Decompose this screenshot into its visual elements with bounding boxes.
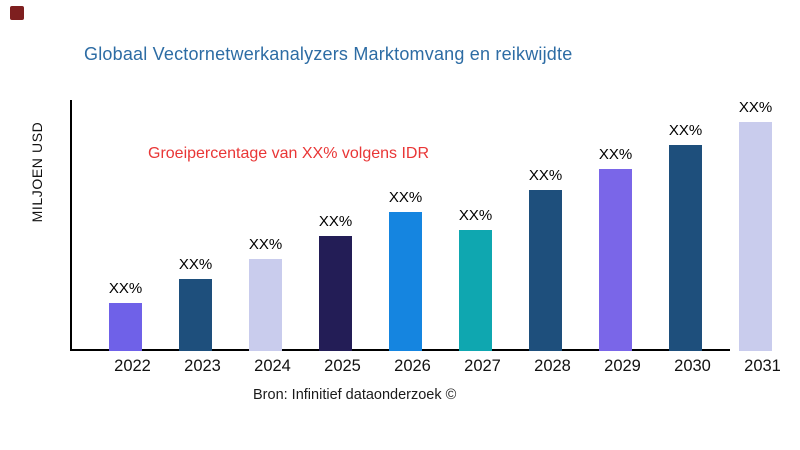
bar-2027 bbox=[459, 230, 492, 351]
brand-logo-mark bbox=[10, 6, 24, 20]
bar-2029 bbox=[599, 169, 632, 351]
bar-value-label-2022: XX% bbox=[108, 280, 143, 297]
bar-value-label-2026: XX% bbox=[388, 189, 423, 206]
bar-2025 bbox=[319, 236, 352, 351]
x-tick-label-2031: 2031 bbox=[744, 357, 781, 375]
y-axis-label: MILJOEN USD bbox=[29, 121, 45, 223]
source-caption: Bron: Infinitief dataonderzoek © bbox=[253, 387, 457, 403]
bar-value-label-2029: XX% bbox=[598, 146, 633, 163]
bar-value-label-2030: XX% bbox=[668, 122, 703, 139]
x-tick-label-2025: 2025 bbox=[324, 357, 361, 375]
bar-value-label-2028: XX% bbox=[528, 167, 563, 184]
bar-2030 bbox=[669, 145, 702, 351]
chart-title: Globaal Vectornetwerkanalyzers Marktomva… bbox=[84, 44, 573, 64]
growth-rate-annotation: Groeipercentage van XX% volgens IDR bbox=[148, 145, 430, 162]
bar-value-label-2024: XX% bbox=[248, 236, 283, 253]
x-tick-label-2028: 2028 bbox=[534, 357, 571, 375]
bar-2028 bbox=[529, 190, 562, 351]
x-tick-label-2023: 2023 bbox=[184, 357, 221, 375]
x-tick-label-2022: 2022 bbox=[114, 357, 151, 375]
bar-value-label-2027: XX% bbox=[458, 207, 493, 224]
x-tick-label-2027: 2027 bbox=[464, 357, 501, 375]
bar-2024 bbox=[249, 259, 282, 351]
bar-value-label-2025: XX% bbox=[318, 213, 353, 230]
y-axis-line bbox=[70, 100, 72, 351]
bar-2023 bbox=[179, 279, 212, 351]
bar-value-label-2023: XX% bbox=[178, 256, 213, 273]
bar-2031 bbox=[739, 122, 772, 351]
bar-2022 bbox=[109, 303, 142, 351]
x-tick-label-2026: 2026 bbox=[394, 357, 431, 375]
x-tick-label-2030: 2030 bbox=[674, 357, 711, 375]
bar-2026 bbox=[389, 212, 422, 351]
x-tick-label-2024: 2024 bbox=[254, 357, 291, 375]
bar-value-label-2031: XX% bbox=[738, 99, 773, 116]
x-tick-label-2029: 2029 bbox=[604, 357, 641, 375]
